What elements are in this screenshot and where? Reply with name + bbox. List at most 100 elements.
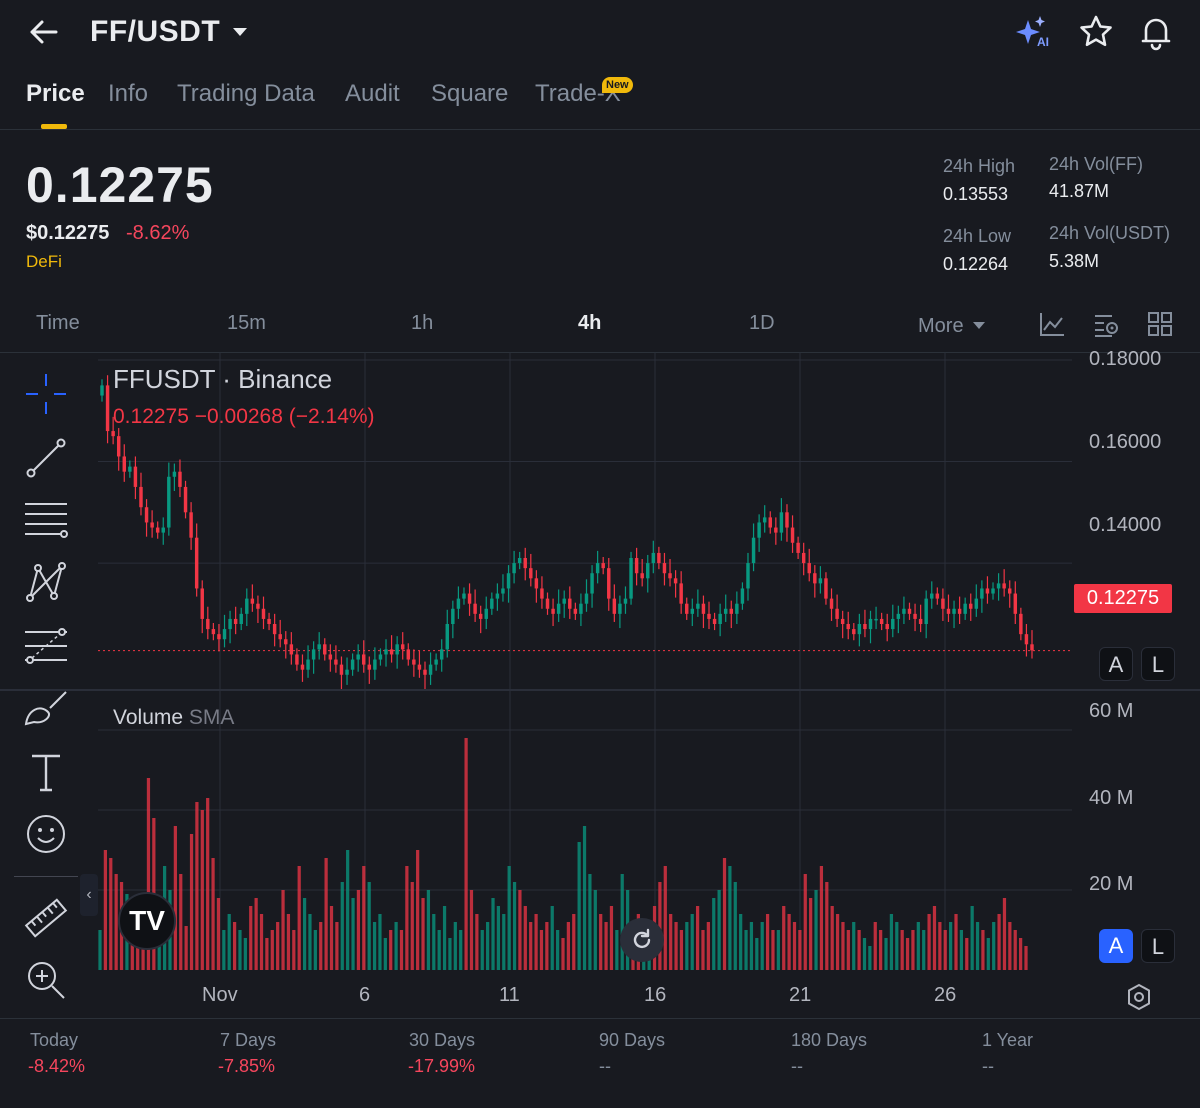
perf-1y-label: 1 Year	[982, 1030, 1034, 1050]
volume-bar	[889, 914, 894, 970]
interval-4h[interactable]: 4h	[578, 312, 602, 334]
favorite-star-icon[interactable]	[1076, 12, 1116, 52]
brush-icon[interactable]	[22, 686, 70, 734]
tab-price[interactable]: Price	[26, 80, 85, 107]
volume-bar	[254, 898, 258, 970]
volume-bar	[830, 906, 834, 970]
volume-log-scale-button[interactable]: L	[1141, 929, 1175, 963]
volume-bar	[604, 922, 608, 970]
candle-body	[568, 598, 572, 609]
candle-body	[807, 563, 811, 574]
candle-body	[556, 603, 561, 614]
volume-bar	[243, 938, 247, 970]
candlestick-chart[interactable]	[0, 352, 1200, 1018]
ai-sparkle-icon[interactable]: AI	[1014, 12, 1056, 52]
ruler-icon[interactable]	[22, 894, 70, 942]
interval-more-label: More	[918, 314, 964, 337]
horizontal-lines-icon[interactable]	[22, 496, 70, 544]
volume-bar	[593, 890, 597, 970]
interval-time[interactable]: Time	[36, 312, 80, 334]
tab-info[interactable]: Info	[108, 80, 149, 107]
candle-body	[323, 644, 327, 655]
candle-body	[757, 522, 761, 538]
volume-bar	[426, 890, 431, 970]
interval-15m[interactable]: 15m	[227, 312, 266, 334]
volume-bar	[146, 778, 151, 970]
candle-body	[579, 603, 583, 614]
category-tag[interactable]: DeFi	[26, 252, 62, 271]
candle-body	[941, 598, 945, 609]
candle-body	[896, 613, 901, 619]
emoji-icon[interactable]	[22, 810, 70, 858]
volume-bar	[561, 938, 565, 970]
candle-body	[161, 527, 165, 533]
candle-body	[306, 659, 310, 670]
volume-bar	[486, 922, 490, 970]
candle-body	[612, 598, 617, 614]
tab-audit[interactable]: Audit	[345, 80, 400, 107]
candle-body	[295, 654, 299, 665]
volume-bar	[970, 906, 974, 970]
collapse-toolbar-icon[interactable]: ‹	[80, 874, 98, 916]
toolbar-divider	[14, 876, 78, 877]
volume-axis-label: 20 M	[1089, 873, 1134, 895]
indicators-settings-icon[interactable]	[1092, 310, 1122, 340]
high-24h-label: 24h High	[943, 156, 1016, 176]
volume-bar	[582, 826, 587, 970]
candle-body	[774, 527, 778, 533]
fib-retracement-icon[interactable]	[22, 622, 70, 670]
volume-bar	[464, 738, 468, 970]
volume-bar	[480, 930, 484, 970]
perf-today-label: Today	[30, 1030, 79, 1050]
candle-body	[980, 588, 984, 599]
candle-body	[640, 573, 644, 579]
tradingview-logo[interactable]: TV	[118, 892, 176, 950]
text-tool-icon[interactable]	[22, 748, 70, 796]
bell-alert-icon[interactable]	[1136, 12, 1176, 52]
candle-body	[646, 563, 650, 579]
volume-bar	[873, 922, 877, 970]
back-arrow-icon[interactable]	[26, 14, 62, 50]
tabs-divider	[0, 129, 1200, 130]
auto-scale-button[interactable]: A	[1099, 647, 1133, 681]
volume-auto-scale-button[interactable]: A	[1099, 929, 1133, 963]
volume-bar	[297, 866, 301, 970]
volume-bar	[846, 930, 850, 970]
candle-body	[595, 563, 600, 574]
volume-bar	[405, 866, 409, 970]
volume-bar	[620, 874, 624, 970]
high-24h-value: 0.13553	[943, 184, 1009, 204]
chart-settings-icon[interactable]	[1122, 980, 1156, 1014]
ai-label: AI	[1037, 35, 1049, 49]
reset-view-icon[interactable]	[620, 918, 664, 962]
candle-body	[974, 598, 979, 609]
tab-trading-data[interactable]: Trading Data	[177, 80, 315, 107]
candle-body	[384, 649, 388, 655]
pair-selector[interactable]: FF/USDT	[90, 12, 248, 52]
log-scale-button[interactable]: L	[1141, 647, 1175, 681]
volume-bar	[588, 874, 592, 970]
interval-1d[interactable]: 1D	[749, 312, 775, 334]
interval-more[interactable]: More	[918, 312, 986, 340]
pattern-tool-icon[interactable]	[22, 558, 70, 606]
vol-quote-label: 24h Vol(USDT)	[1049, 223, 1171, 243]
volume-bar	[722, 858, 727, 970]
candle-body	[167, 476, 171, 528]
candle-body	[228, 618, 232, 630]
candle-body	[317, 644, 321, 650]
volume-axis-label: 40 M	[1089, 787, 1134, 809]
x-axis-label: 21	[789, 984, 812, 1006]
zoom-in-icon[interactable]	[22, 956, 70, 1004]
volume-bar	[216, 898, 221, 970]
layout-grid-icon[interactable]	[1146, 310, 1174, 338]
trend-line-icon[interactable]	[22, 434, 70, 482]
crosshair-icon[interactable]	[22, 370, 70, 418]
volume-bar	[835, 914, 840, 970]
interval-1h[interactable]: 1h	[411, 312, 434, 334]
volume-bar	[895, 922, 899, 970]
chart-style-icon[interactable]	[1038, 310, 1066, 338]
low-24h-label: 24h Low	[943, 226, 1012, 246]
tab-square[interactable]: Square	[431, 80, 509, 107]
candle-body	[801, 552, 806, 564]
candle-body	[373, 659, 377, 670]
